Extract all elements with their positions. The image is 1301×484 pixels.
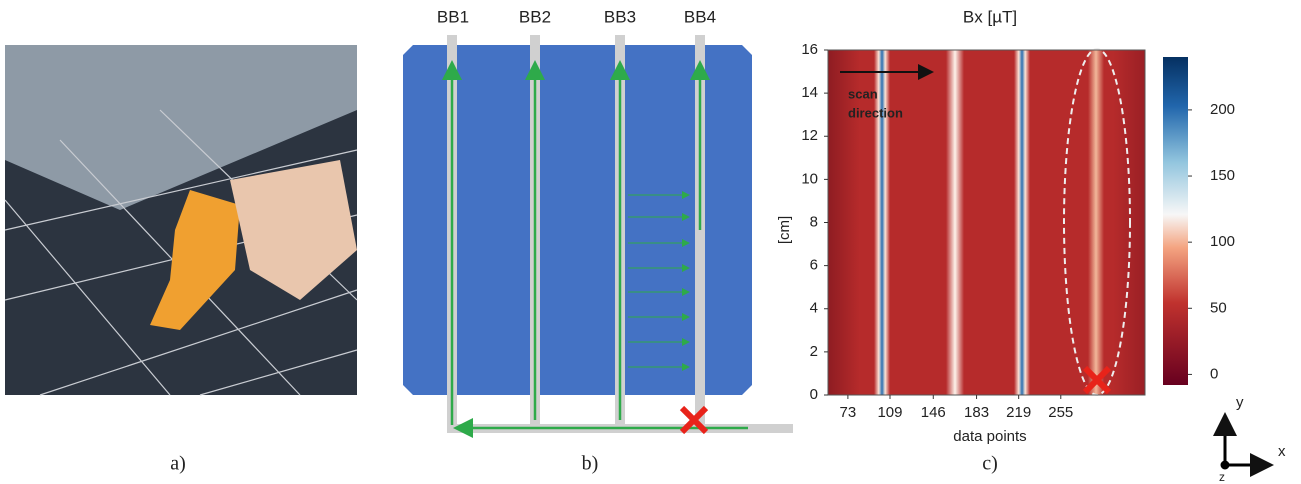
- colorbar-tick-label: 100: [1210, 233, 1235, 250]
- y-tick-label: 10: [801, 170, 818, 187]
- figure: a) BB1 BB2 BB3 BB4 b): [0, 0, 1301, 484]
- colorbar-tick-label: 0: [1210, 365, 1218, 382]
- axis-letter: y: [1236, 394, 1244, 411]
- y-tick-label: 16: [801, 41, 818, 58]
- y-tick-label: 8: [810, 213, 818, 230]
- solar-cell: [403, 35, 793, 433]
- axis-letter: z: [1219, 470, 1225, 484]
- x-tick-label: 109: [877, 404, 902, 421]
- x-tick-label: 73: [840, 404, 857, 421]
- colorbar-tick-label: 200: [1210, 101, 1235, 118]
- annotation: scan: [848, 86, 878, 101]
- y-tick-label: 0: [810, 386, 818, 403]
- colorbar-tick-label: 50: [1210, 299, 1227, 316]
- panel-label: c): [982, 453, 998, 475]
- photo: [5, 45, 357, 395]
- y-axis-label: [cm]: [776, 216, 793, 244]
- x-axis-label: data points: [953, 428, 1026, 445]
- y-tick-label: 6: [810, 257, 818, 274]
- busbar-label: BB4: [684, 7, 716, 26]
- x-tick-label: 183: [964, 404, 989, 421]
- chart-title: Bx [µT]: [963, 7, 1017, 26]
- annotation: direction: [848, 105, 903, 120]
- y-tick-label: 14: [801, 84, 818, 101]
- busbar-label: BB1: [437, 7, 469, 26]
- colorbar-tick-label: 150: [1210, 167, 1235, 184]
- busbar-label: BB2: [519, 7, 551, 26]
- page: {"panels": {"a": {"label": "a)"}, "b": {…: [0, 0, 1301, 484]
- axis-letter: x: [1278, 443, 1286, 460]
- panel-label: b): [582, 453, 599, 475]
- panel-label: a): [170, 453, 186, 475]
- x-tick-label: 219: [1006, 404, 1031, 421]
- x-tick-label: 146: [921, 404, 946, 421]
- colorbar: [1163, 57, 1188, 385]
- y-tick-label: 12: [801, 127, 818, 144]
- busbar-label: BB3: [604, 7, 636, 26]
- y-tick-label: 4: [810, 300, 818, 317]
- y-tick-label: 2: [810, 343, 818, 360]
- x-tick-label: 255: [1048, 404, 1073, 421]
